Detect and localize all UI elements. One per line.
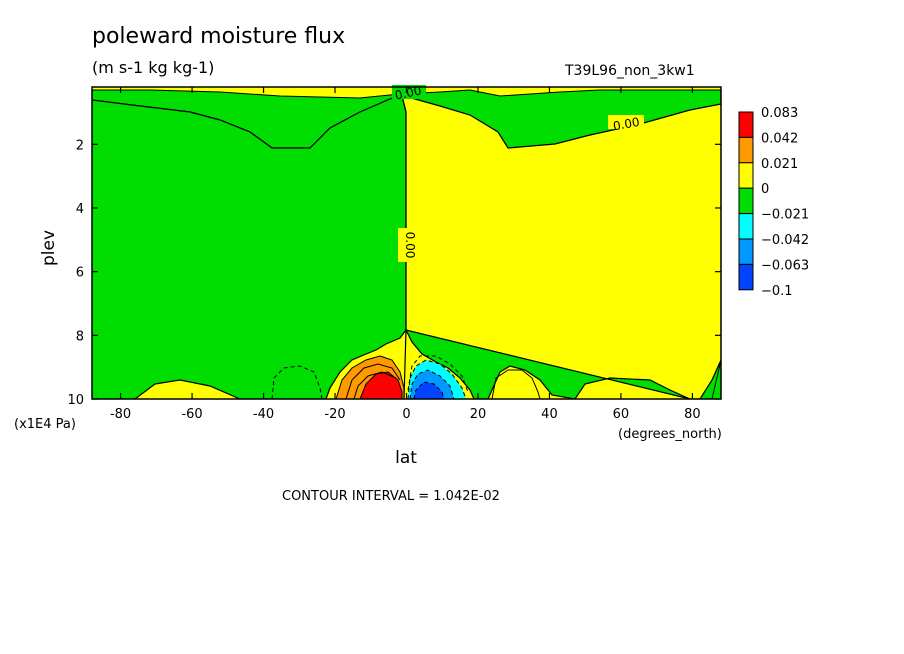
x-tick-label: 20 — [470, 407, 487, 422]
colorbar-label: −0.1 — [761, 284, 793, 299]
x-axis: -80 -60 -40 -20 0 20 40 60 80 — [110, 87, 701, 422]
colorbar-label: 0.083 — [761, 106, 798, 121]
y-axis: 2 4 6 8 10 — [67, 138, 721, 408]
contour-interval: CONTOUR INTERVAL = 1.042E-02 — [282, 489, 500, 504]
colorbar-label: −0.063 — [761, 258, 809, 273]
region-positive-high — [359, 371, 403, 399]
colorbar-label: 0.021 — [761, 157, 798, 172]
contour-label: 0.00 — [612, 115, 641, 133]
colorbar-label: 0.042 — [761, 131, 798, 146]
region-negative-southern — [92, 95, 407, 399]
x-axis-label: lat — [395, 448, 417, 468]
y-tick-label: 8 — [76, 329, 84, 344]
colorbar-label: 0 — [761, 182, 769, 197]
y-tick-label: 2 — [76, 138, 84, 153]
contour-positive-nh — [491, 369, 541, 399]
contour-label: 0.00 — [394, 83, 423, 102]
y-tick-label: 4 — [76, 202, 84, 217]
y-tick-label: 6 — [76, 266, 84, 281]
x-tick-label: 80 — [684, 407, 701, 422]
x-axis-units: (degrees_north) — [618, 427, 722, 442]
colorbar-label: −0.021 — [761, 208, 809, 223]
colorbar-swatch — [738, 162, 754, 189]
contour-labels: 0.00 0.00 0.00 — [392, 83, 644, 262]
x-tick-label: -40 — [253, 407, 274, 422]
colorbar-swatch — [738, 111, 754, 138]
contour-zero-equator — [401, 95, 407, 399]
colorbar-label: −0.042 — [761, 233, 809, 248]
chart-units: (m s-1 kg kg-1) — [92, 58, 215, 77]
colorbar-swatch — [738, 263, 754, 291]
x-tick-label: 0 — [402, 407, 410, 422]
contour-negative-1 — [407, 355, 469, 393]
contour-label: 0.00 — [403, 232, 417, 259]
y-axis-label: plev — [39, 230, 59, 266]
x-tick-label: -80 — [110, 407, 131, 422]
contour-positive-2 — [353, 371, 397, 399]
x-tick-label: 40 — [541, 407, 558, 422]
chart-title: poleward moisture flux — [92, 24, 346, 49]
x-tick-label: -60 — [181, 407, 202, 422]
colorbar-swatch — [738, 136, 754, 164]
contour-positive-1 — [345, 363, 401, 399]
contour-negative-sh — [271, 365, 323, 399]
colorbar-swatch — [738, 213, 754, 240]
run-label: T39L96_non_3kw1 — [565, 63, 695, 79]
y-tick-label: 10 — [67, 393, 84, 408]
region-negative-northern-edge — [711, 359, 721, 399]
region-negative-northern-low — [404, 329, 721, 399]
y-axis-units: (x1E4 Pa) — [14, 417, 76, 432]
x-tick-label: 60 — [613, 407, 630, 422]
colorbar-swatch — [738, 238, 754, 265]
colorbar: 0.083 0.042 0.021 0 −0.021 −0.042 −0.063 −0.1 — [738, 106, 809, 299]
region-negative-max — [413, 381, 445, 399]
colorbar-swatch — [738, 187, 754, 215]
x-tick-label: -20 — [324, 407, 345, 422]
